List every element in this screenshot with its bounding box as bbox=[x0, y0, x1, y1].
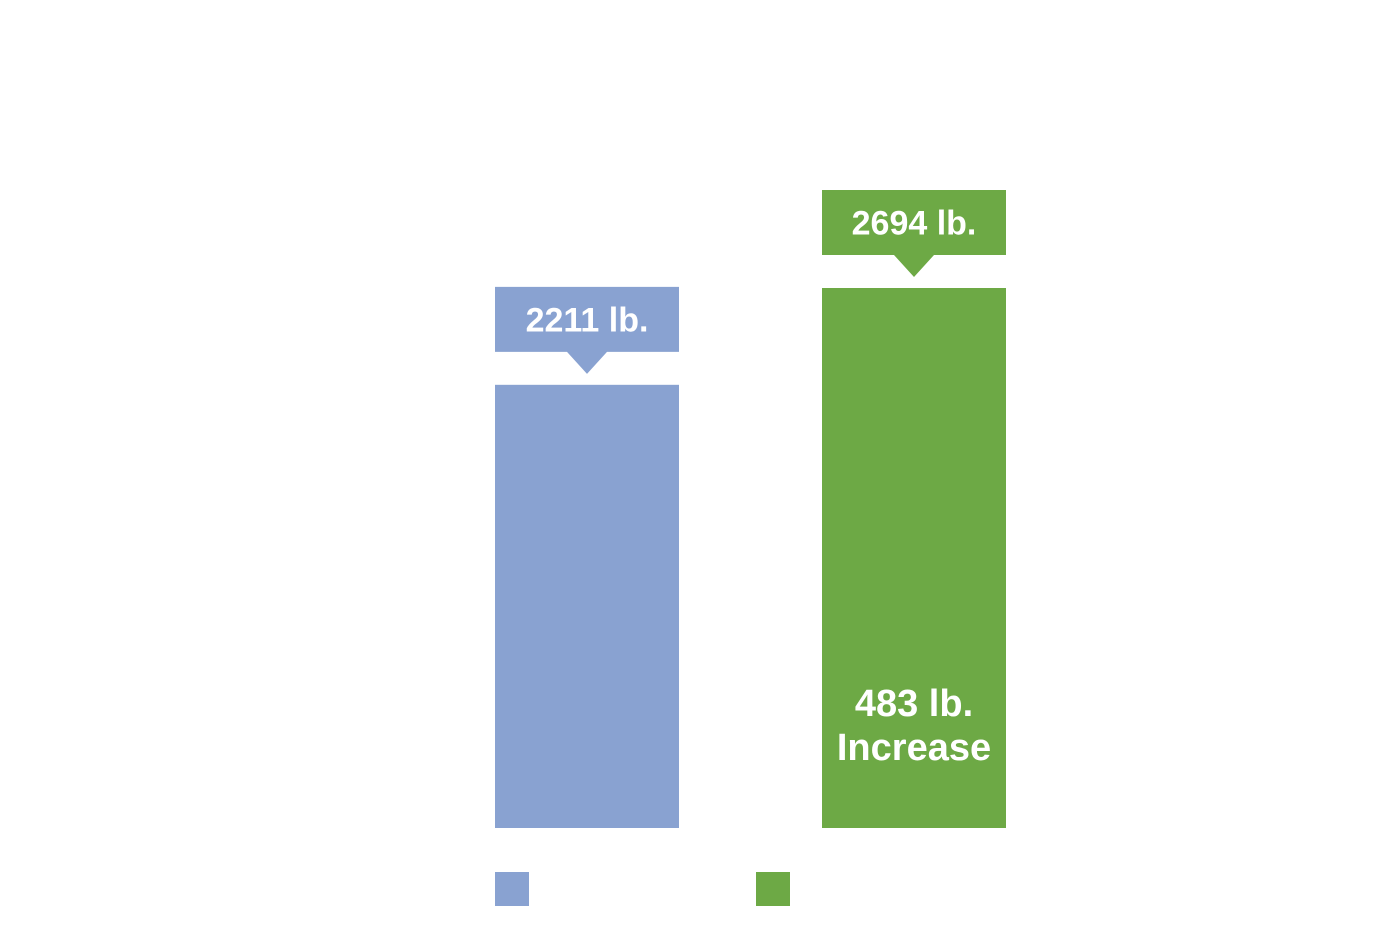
legend bbox=[495, 872, 790, 906]
value-label-1: 2211 lb. bbox=[526, 301, 649, 339]
annotation-line-1: 483 lb. bbox=[855, 683, 973, 725]
bar-2 bbox=[822, 288, 1006, 828]
value-callout-1 bbox=[495, 286, 679, 374]
annotation-layer: 483 lb.Increase bbox=[837, 683, 991, 769]
value-callouts-layer: 2211 lb. 2694 lb. bbox=[495, 190, 1006, 374]
bar-1 bbox=[495, 384, 679, 828]
annotation-line-2: Increase bbox=[837, 727, 991, 769]
legend-swatch-2 bbox=[756, 872, 790, 906]
bars-layer bbox=[495, 288, 1006, 828]
legend-swatch-1 bbox=[495, 872, 529, 906]
value-callout-2 bbox=[822, 190, 1006, 277]
value-label-2: 2694 lb. bbox=[852, 205, 977, 243]
